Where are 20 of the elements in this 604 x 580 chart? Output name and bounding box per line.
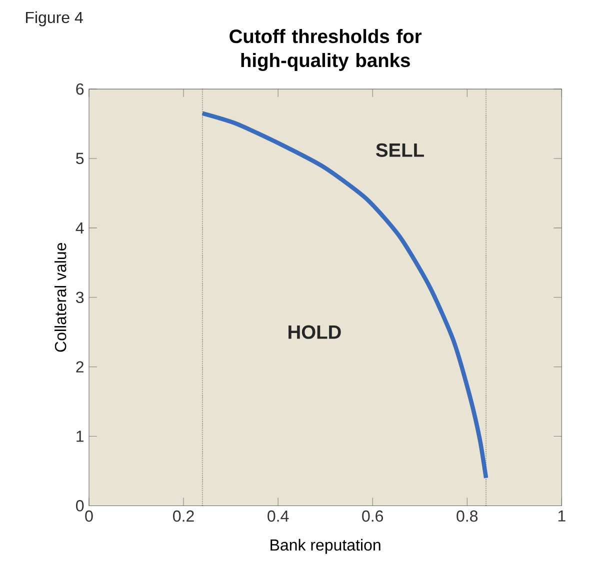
y-tick-label: 4 bbox=[76, 222, 84, 234]
x-tick-label: 0.8 bbox=[456, 510, 478, 522]
x-tick-label: 0 bbox=[85, 510, 93, 522]
x-tick-label: 0.6 bbox=[362, 510, 384, 522]
chart-title: Cutoff thresholds for high-quality banks bbox=[230, 29, 422, 72]
y-tick-label: 6 bbox=[76, 83, 84, 95]
x-tick-label: 0.4 bbox=[268, 510, 289, 522]
y-tick-label: 5 bbox=[76, 152, 84, 164]
y-tick-label: 2 bbox=[76, 361, 84, 372]
x-tick-label: 1 bbox=[558, 510, 566, 522]
x-axis-title: Bank reputation bbox=[270, 538, 380, 554]
line-series bbox=[200, 111, 488, 480]
y-tick-label: 1 bbox=[76, 430, 84, 442]
y-axis-title: Collateral value bbox=[54, 243, 66, 352]
y-tick-label: 0 bbox=[76, 500, 84, 512]
caption: Figure 4 bbox=[26, 11, 83, 26]
y-tick-label: 3 bbox=[76, 292, 84, 304]
annotation: HOLD bbox=[288, 325, 341, 339]
x-tick-label: 0.2 bbox=[173, 510, 194, 522]
annotation: SELL bbox=[376, 143, 424, 157]
